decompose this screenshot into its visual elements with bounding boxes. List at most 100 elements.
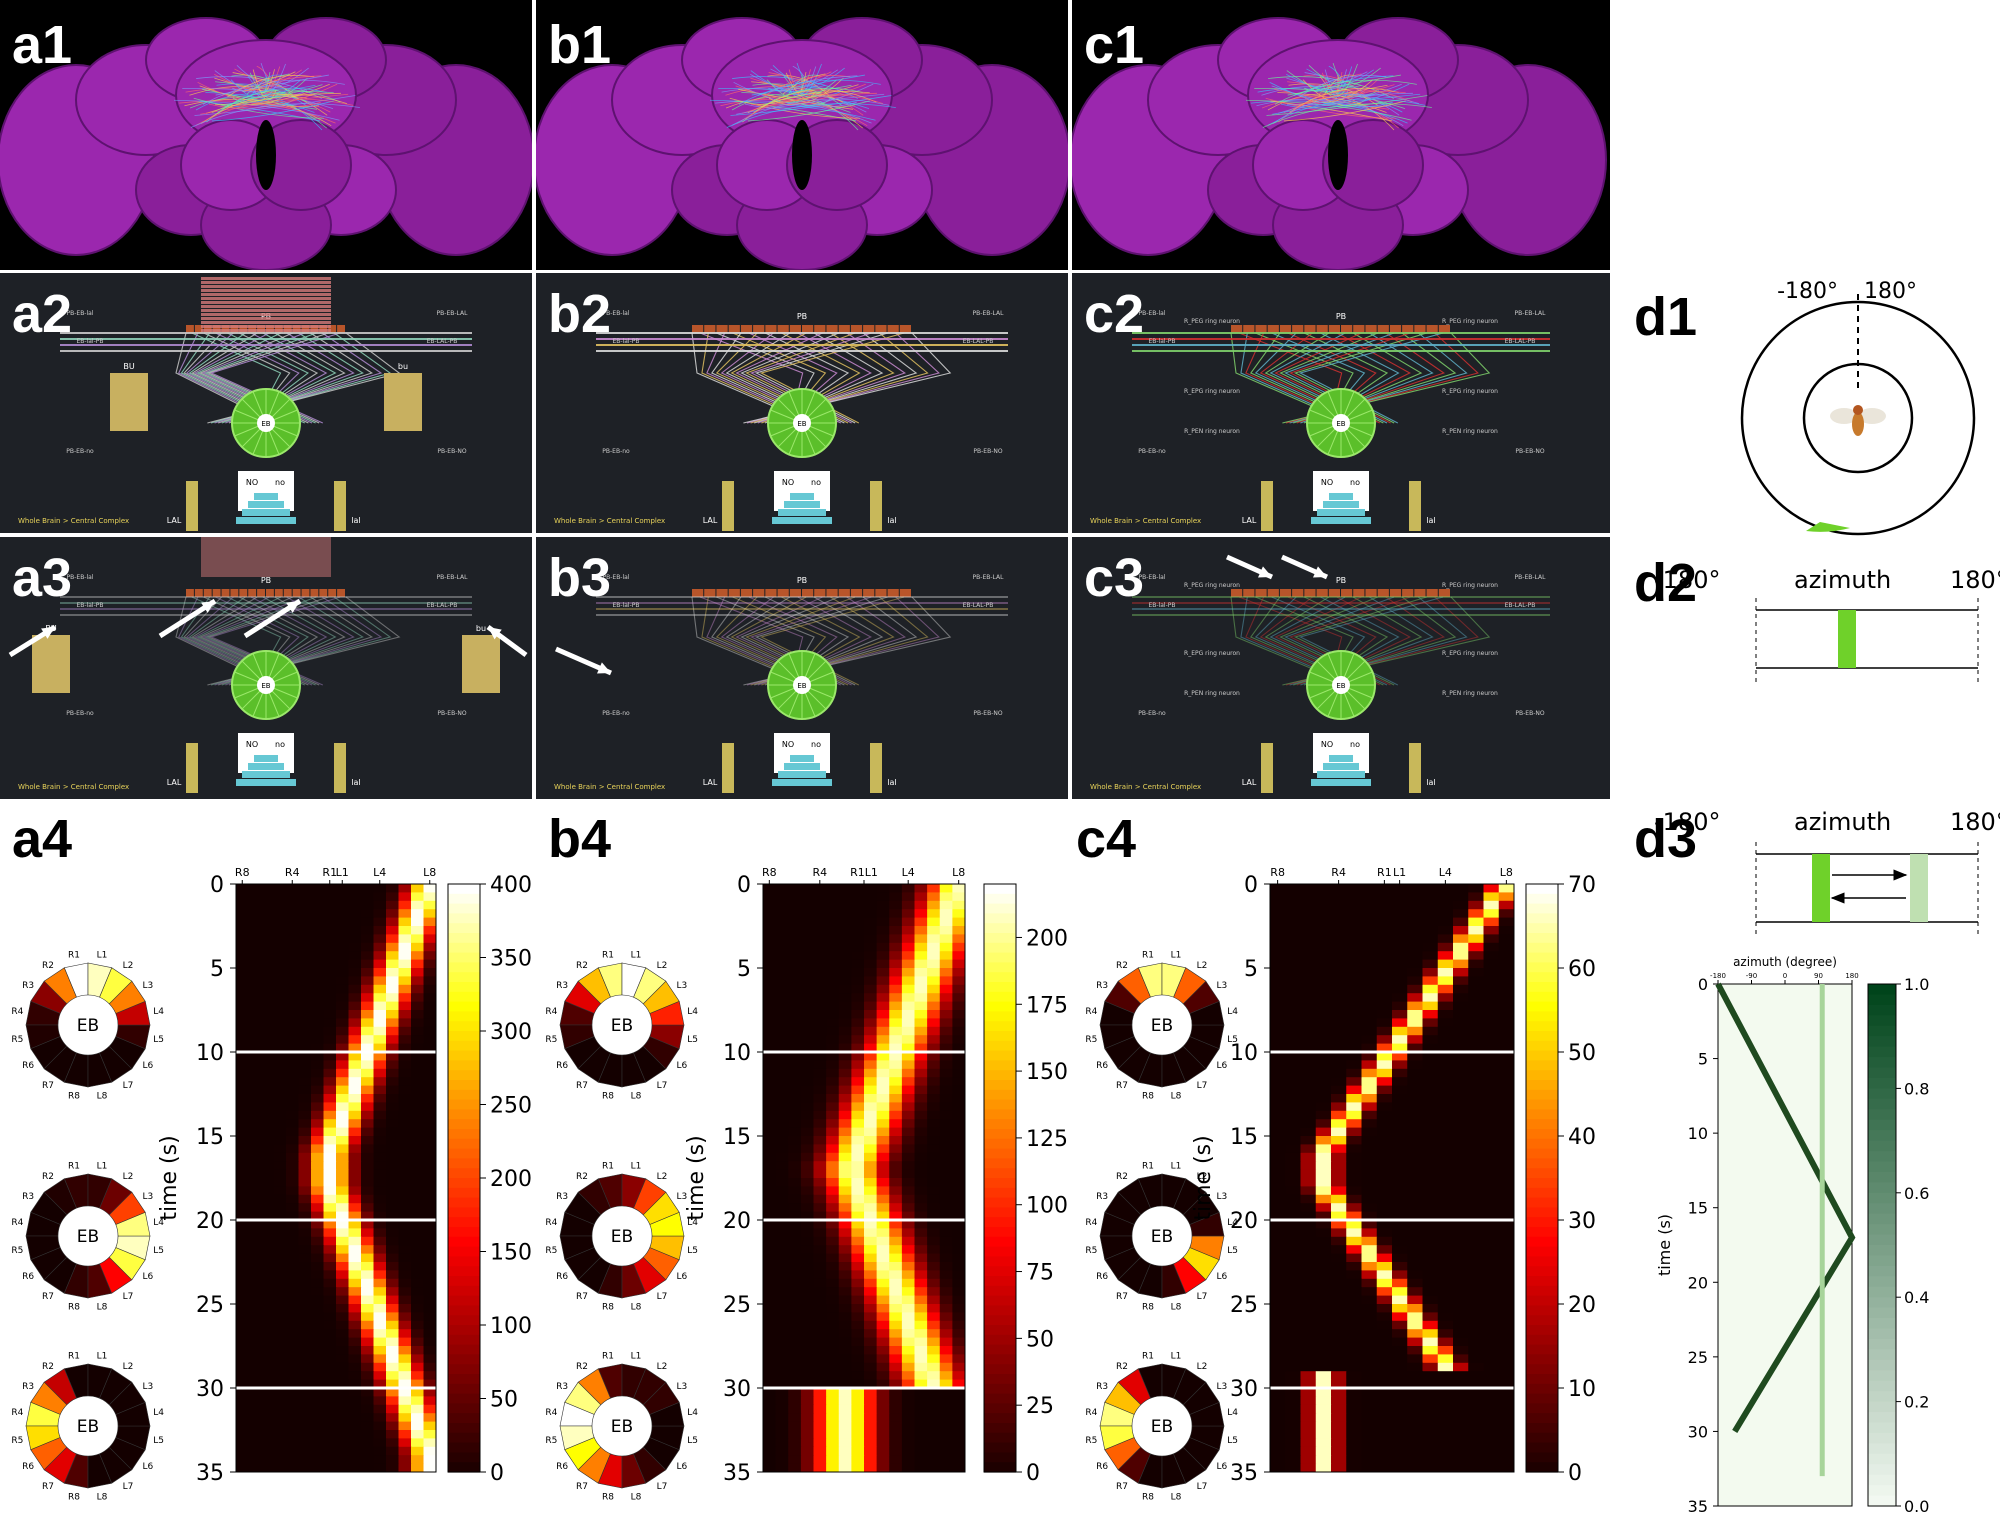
colorbar-cell — [1526, 1168, 1558, 1179]
heatmap-cell — [889, 1446, 903, 1456]
heatmap-cell — [1300, 1388, 1317, 1397]
heatmap-cell — [914, 917, 928, 927]
heatmap-cell — [1422, 1094, 1439, 1103]
heatmap-cell — [1498, 1094, 1515, 1103]
heatmap-cell — [876, 993, 890, 1003]
heatmap-cell — [1270, 1455, 1286, 1465]
heatmap-cell — [411, 1278, 424, 1288]
heatmap-cell — [1468, 1253, 1484, 1263]
heatmap-cell — [927, 1043, 941, 1053]
heatmap-cell — [348, 917, 362, 927]
heatmap-cell — [1468, 1169, 1484, 1179]
heatmap-cell — [261, 1346, 274, 1355]
heatmap-cell — [1407, 917, 1423, 927]
heatmap-cell — [361, 1295, 374, 1305]
heatmap-cell — [311, 1178, 324, 1187]
heatmap-cell — [800, 959, 814, 969]
heatmap-cell — [361, 942, 374, 952]
lal-box-right — [334, 481, 346, 531]
heatmap-cell — [361, 951, 374, 961]
no-label: NO — [1321, 740, 1333, 749]
heatmap-cell — [423, 1346, 437, 1355]
heatmap-cell — [1453, 1421, 1469, 1431]
d3-colorbar-cell — [1868, 1286, 1896, 1298]
heatmap-cell — [914, 926, 928, 935]
heatmap-cell — [1437, 1270, 1454, 1280]
heatmap-cell — [1392, 984, 1408, 994]
heatmap-cell — [864, 1094, 878, 1103]
pb-glomerulus — [704, 325, 716, 333]
heatmap-cell — [1331, 1127, 1347, 1137]
heatmap-cell — [336, 984, 349, 994]
heatmap-cell — [1376, 934, 1393, 944]
heatmap-cell — [411, 1228, 424, 1238]
heatmap-cell — [1315, 1371, 1332, 1381]
x-tick-label: R1 — [1377, 866, 1392, 879]
pb-glomerulus — [838, 325, 850, 333]
heatmap-cell — [901, 1388, 915, 1397]
heatmap-cell — [336, 909, 349, 919]
heatmap-cell — [1346, 1211, 1362, 1221]
heatmap-cell — [763, 909, 777, 919]
heatmap-cell — [1422, 1228, 1439, 1238]
heatmap-cell — [236, 1446, 249, 1456]
heatmap-cell — [1346, 1278, 1362, 1288]
heatmap-cell — [1437, 1102, 1454, 1112]
heatmap-cell — [311, 976, 324, 986]
heatmap-cell — [1437, 959, 1454, 969]
colorbar-cell — [1526, 1462, 1558, 1473]
heatmap-cell — [788, 1312, 802, 1322]
heatmap-cell — [1346, 1236, 1362, 1246]
heatmap-cell — [248, 942, 262, 952]
heatmap-cell — [851, 993, 865, 1003]
heatmap-cell — [889, 1278, 903, 1288]
heatmap-cell — [889, 1413, 903, 1423]
heatmap-cell — [1453, 1430, 1469, 1439]
heatmap-cell — [348, 1136, 362, 1145]
heatmap-cell — [411, 1211, 424, 1221]
heatmap-cell — [788, 1304, 802, 1313]
heatmap-cell — [248, 1371, 262, 1381]
heatmap-cell — [864, 1119, 878, 1129]
heatmap-cell — [236, 1194, 249, 1204]
heatmap-cell — [952, 1287, 966, 1297]
heatmap-cell — [1300, 1337, 1317, 1347]
heatmap-cell — [1270, 1421, 1286, 1431]
heatmap-cell — [411, 884, 424, 893]
heatmap-cell — [1453, 1295, 1469, 1305]
heatmap-cell — [1483, 1085, 1500, 1095]
heatmap-cell — [298, 1144, 312, 1154]
heatmap-cell — [901, 1287, 915, 1297]
heatmap-cell — [1331, 1337, 1347, 1347]
y-tick-label: 0 — [210, 873, 224, 898]
heatmap-cell — [236, 1060, 249, 1070]
eb-segment-label: L1 — [97, 1351, 108, 1361]
heatmap-cell — [361, 1430, 374, 1439]
colorbar-cell — [1526, 1129, 1558, 1140]
heatmap-cell — [788, 1161, 802, 1171]
heatmap-cell — [398, 1337, 412, 1347]
heatmap-cell — [373, 1169, 387, 1179]
heatmap-cell — [273, 968, 287, 977]
heatmap-cell — [311, 1270, 324, 1280]
heatmap-cell — [788, 1144, 802, 1154]
heatmap-cell — [775, 1396, 789, 1406]
pb-glomerulus — [1365, 325, 1377, 333]
panel-b1 — [536, 0, 1068, 270]
heatmap-cell — [800, 1194, 814, 1204]
neuron-trace — [174, 99, 340, 121]
heatmap-cell — [1300, 1421, 1317, 1431]
heatmap-cell — [1361, 1379, 1378, 1389]
colorbar-cell — [448, 1207, 480, 1218]
pb-glomerulus — [1316, 325, 1328, 333]
heatmap-cell — [1346, 959, 1362, 969]
heatmap-cell — [838, 959, 852, 969]
heatmap-cell — [1483, 1421, 1500, 1431]
eb-segment-label: L8 — [1171, 1092, 1182, 1102]
heatmap-cell — [398, 1110, 412, 1120]
pb-glomerulus — [1414, 589, 1426, 597]
eb-segment-label: R6 — [22, 1462, 34, 1472]
heatmap-cell — [864, 951, 878, 961]
heatmap-cell — [1392, 1094, 1408, 1103]
